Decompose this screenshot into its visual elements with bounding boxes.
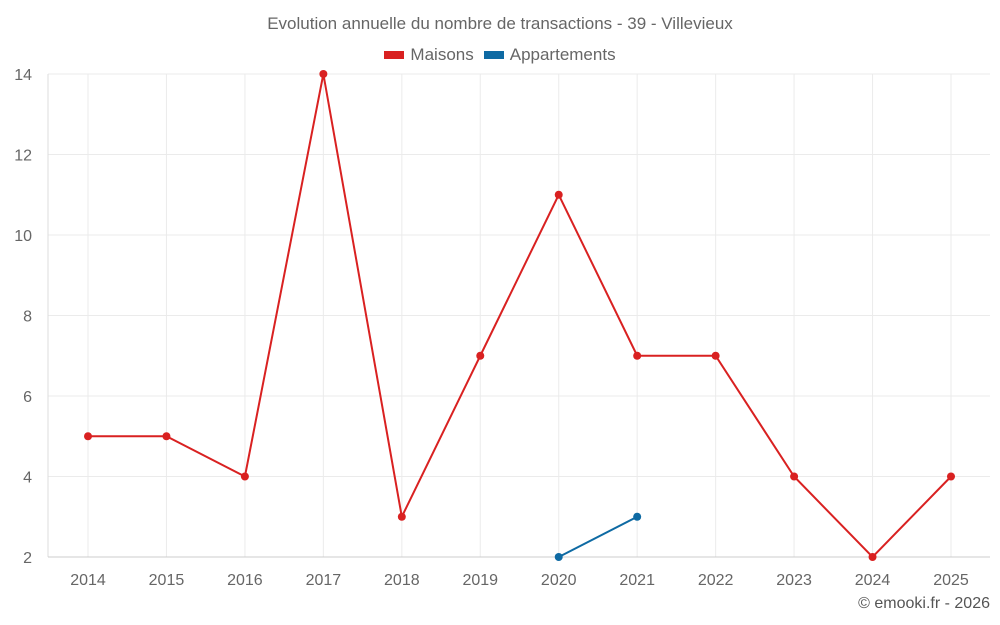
legend-item-maisons[interactable]: Maisons (384, 45, 474, 65)
credit: © emooki.fr - 2026 (858, 595, 990, 612)
legend-swatch-appartements (483, 51, 504, 59)
x-tick-label: 2021 (619, 572, 655, 589)
data-point (397, 512, 406, 521)
data-point (947, 472, 955, 481)
x-tick-label: 2015 (149, 572, 185, 589)
data-point (554, 190, 563, 199)
y-tick-label: 10 (14, 228, 32, 245)
data-point (633, 351, 642, 360)
x-tick-label: 2019 (462, 572, 498, 589)
x-tick-label: 2025 (933, 572, 969, 589)
y-tick-label: 12 (14, 148, 32, 165)
data-point (162, 432, 171, 441)
data-point (476, 351, 485, 360)
x-tick-label: 2016 (227, 572, 263, 589)
x-tick-label: 2014 (70, 572, 106, 589)
data-point (319, 70, 328, 78)
x-tick-label: 2020 (541, 572, 577, 589)
data-point (84, 432, 92, 441)
series-line-maisons (88, 73, 952, 559)
y-tick-label: 14 (14, 67, 32, 84)
data-point (868, 553, 877, 561)
legend-label-appartements: Appartements (509, 45, 616, 64)
x-tick-label: 2018 (384, 572, 420, 589)
legend: Maisons Appartements (0, 45, 1000, 65)
legend-item-appartements[interactable]: Appartements (483, 45, 616, 65)
series-line-appartements (558, 515, 638, 558)
x-tick-label: 2022 (698, 572, 734, 589)
data-point (790, 472, 799, 481)
legend-swatch-maisons (384, 51, 405, 59)
x-tick-label: 2017 (306, 572, 342, 589)
y-tick-label: 6 (23, 389, 32, 406)
y-tick-label: 8 (23, 309, 32, 326)
y-tick-label: 2 (23, 550, 32, 567)
chart-title: Evolution annuelle du nombre de transact… (267, 14, 733, 33)
x-tick-label: 2024 (855, 572, 891, 589)
data-point (240, 472, 249, 481)
data-point (554, 553, 563, 561)
x-tick-label: 2023 (776, 572, 812, 589)
data-point (633, 512, 642, 521)
legend-label-maisons: Maisons (410, 45, 474, 64)
data-point (711, 351, 720, 360)
y-tick-label: 4 (23, 470, 32, 487)
